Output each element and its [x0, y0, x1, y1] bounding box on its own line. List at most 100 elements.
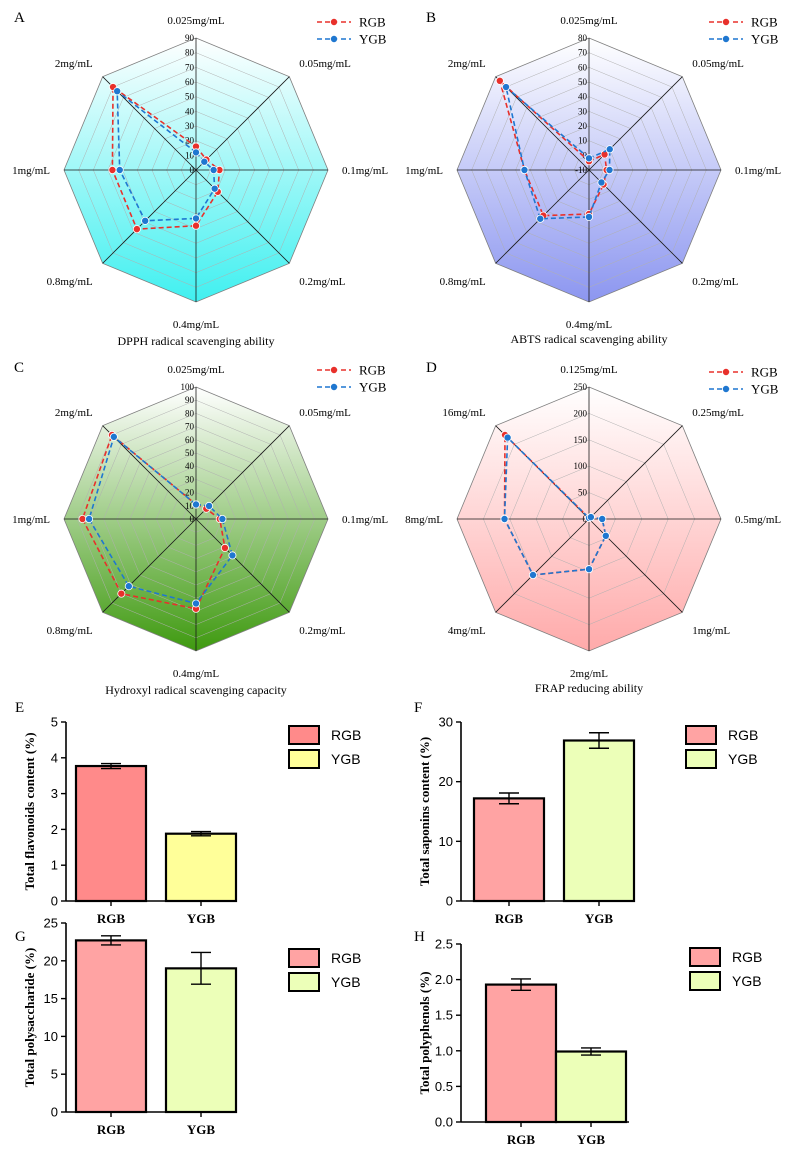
- bar-ygb: [562, 739, 636, 903]
- panel-letter: F: [414, 700, 422, 716]
- legend-label-rgb: RGB: [751, 365, 778, 380]
- y-tick-label: 20: [44, 953, 58, 968]
- legend-swatch-ygb: [288, 749, 320, 769]
- y-tick-label: 1.5: [435, 1008, 453, 1023]
- legend-label-rgb: RGB: [359, 363, 386, 378]
- data-point-ygb: [601, 531, 610, 540]
- series-line-ygb: [116, 89, 216, 222]
- radar-tick-label: 40: [578, 92, 588, 102]
- chart-title: DPPH radical scavenging ability: [118, 334, 275, 348]
- data-point-ygb: [115, 165, 124, 174]
- legend-marker-ygb: [722, 35, 731, 44]
- radar-tick-label: 100: [181, 382, 195, 392]
- data-point-ygb: [113, 87, 122, 96]
- radar-tick-label: 80: [185, 48, 195, 58]
- y-tick-label: 2: [51, 822, 58, 837]
- radar-chart-c: 0 10 20 30 40 50 60 70 80 90 100 0.025mg/mL 0.05mg/m…: [12, 360, 388, 697]
- data-point-ygb: [141, 216, 150, 225]
- y-tick-label: 4: [51, 750, 58, 765]
- radar-tick-label: 0: [190, 514, 195, 524]
- data-point-ygb: [210, 184, 219, 193]
- bar-chart-g: 0 5 10 15 20 25 Total polysaccharide (%) RGB YGB…: [15, 916, 361, 1138]
- radar-spoke: [495, 518, 590, 613]
- y-tick-label: 0.0: [435, 1115, 453, 1130]
- y-tick-label: 30: [439, 715, 453, 730]
- axis-label: 0.05mg/mL: [299, 58, 351, 70]
- axis-label: 2mg/mL: [570, 668, 608, 680]
- legend-label-ygb: YGB: [728, 751, 758, 767]
- data-point-ygb: [109, 432, 118, 441]
- axis-label: 0.05mg/mL: [299, 407, 351, 419]
- bar-chart-h: 0.0 0.5 1.0 1.5 2.0 2.5 Total polyphenols (%) R…: [414, 929, 762, 1147]
- bar-rgb: [74, 939, 148, 1114]
- data-point-rgb: [220, 543, 229, 552]
- data-point-rgb: [191, 221, 200, 230]
- y-axis-label: Total polyphenols (%): [417, 971, 432, 1094]
- radar-tick-label: 60: [578, 62, 588, 72]
- bar-ygb: [554, 1050, 628, 1124]
- y-tick-label: 5: [51, 1067, 58, 1082]
- data-point-ygb: [585, 565, 594, 574]
- panel-letter: D: [426, 360, 437, 376]
- radar-tick-label: 90: [185, 395, 195, 405]
- radar-tick-label: 70: [185, 422, 195, 432]
- radar-tick-label: 80: [578, 33, 588, 43]
- legend-label-ygb: YGB: [359, 380, 387, 395]
- y-tick-label: 0: [51, 894, 58, 909]
- legend-label-rgb: RGB: [751, 15, 778, 30]
- axis-label: 0.2mg/mL: [299, 276, 345, 288]
- radar-chart-d: 0 50 100 150 200 250 0.125mg/mL 0.25mg/mL 0.5mg/…: [405, 360, 781, 695]
- legend-label-rgb: RGB: [732, 949, 762, 965]
- legend-swatch-ygb: [689, 971, 721, 991]
- y-tick-label: 2.0: [435, 972, 453, 987]
- radar-tick-label: 90: [185, 33, 195, 43]
- axis-label: 0.05mg/mL: [692, 58, 744, 70]
- data-point-rgb: [132, 225, 141, 234]
- radar-spoke: [195, 76, 290, 171]
- y-tick-label: 0.5: [435, 1079, 453, 1094]
- radar-tick-label: 100: [574, 461, 588, 471]
- axis-label: 0.025mg/mL: [167, 364, 224, 376]
- radar-tick-label: 0: [583, 514, 588, 524]
- legend-label-ygb: YGB: [331, 974, 361, 990]
- radar-tick-label: 20: [185, 488, 195, 498]
- y-tick-label: 0: [51, 1105, 58, 1120]
- x-tick-label: YGB: [585, 911, 614, 926]
- y-tick-label: 0: [446, 894, 453, 909]
- data-point-ygb: [209, 165, 218, 174]
- axis-label: 0.2mg/mL: [692, 276, 738, 288]
- axis-label: 2mg/mL: [55, 407, 93, 419]
- axis-label: 1mg/mL: [692, 625, 730, 637]
- x-tick-label: RGB: [495, 911, 524, 926]
- radar-spoke: [102, 169, 197, 264]
- y-tick-label: 15: [44, 991, 58, 1006]
- legend-swatch-rgb: [288, 725, 320, 745]
- bar-rgb: [484, 983, 558, 1124]
- data-point-ygb: [585, 212, 594, 221]
- radar-spoke: [588, 425, 683, 520]
- x-tick-label: RGB: [97, 1122, 126, 1137]
- radar-tick-label: 60: [185, 77, 195, 87]
- data-point-ygb: [598, 515, 607, 524]
- legend-marker-rgb: [329, 17, 338, 26]
- legend-marker-ygb: [722, 384, 731, 393]
- series-line-rgb: [111, 85, 221, 230]
- chart-title: FRAP reducing ability: [535, 681, 643, 695]
- y-tick-label: 1: [51, 858, 58, 873]
- axis-label: 1mg/mL: [12, 514, 50, 526]
- radar-chart-b: -10010203040506070800.025mg/mL0.05mg/mL0…: [405, 10, 781, 346]
- chart-title: ABTS radical scavenging ability: [511, 332, 668, 346]
- radar-spoke: [195, 169, 290, 264]
- axis-label: 0.4mg/mL: [566, 319, 612, 331]
- radar-tick-label: 30: [185, 474, 195, 484]
- legend-label-rgb: RGB: [331, 727, 361, 743]
- radar-tick-label: 250: [574, 382, 588, 392]
- legend-swatch-rgb: [685, 725, 717, 745]
- panel-letter: C: [14, 360, 24, 376]
- radar-tick-label: 10: [185, 150, 195, 160]
- data-point-ygb: [502, 83, 511, 92]
- y-tick-label: 25: [44, 916, 58, 931]
- axis-label: 0.025mg/mL: [560, 15, 617, 27]
- axis-label: 0.4mg/mL: [173, 668, 219, 680]
